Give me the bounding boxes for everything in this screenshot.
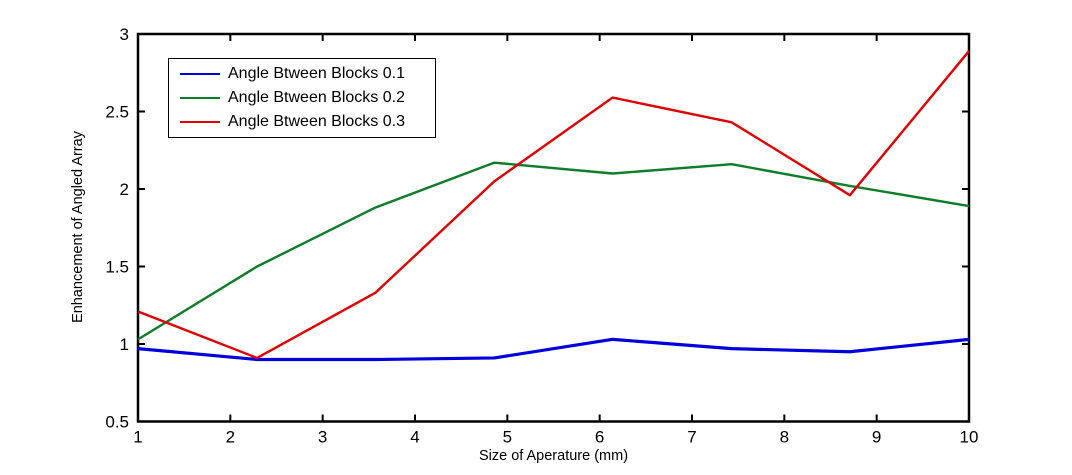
x-tick-label: 10 (960, 428, 979, 447)
legend-line-sample-green (180, 97, 220, 99)
x-axis-label: Size of Aperature (mm) (478, 448, 629, 464)
axis-box (136, 32, 971, 423)
x-tick-label: 6 (595, 428, 604, 447)
y-tick-label: 1 (120, 335, 129, 354)
series-line-2 (137, 50, 970, 360)
legend-label: Angle Btween Blocks 0.2 (228, 89, 405, 106)
y-tick-label: 3 (120, 25, 129, 44)
legend-label: Angle Btween Blocks 0.3 (228, 113, 405, 130)
y-tick-label: 2 (120, 180, 129, 199)
series-line-0 (137, 337, 970, 362)
legend-item: Angle Btween Blocks 0.2 (169, 86, 435, 110)
x-tick-label: 8 (780, 428, 789, 447)
legend-line-sample-red (180, 121, 220, 123)
legend-line-sample-blue (180, 73, 220, 75)
legend-item: Angle Btween Blocks 0.1 (169, 62, 435, 86)
legend-item: Angle Btween Blocks 0.3 (169, 110, 435, 134)
y-axis-label: Enhancement of Angled Array (70, 131, 86, 323)
x-tick-label: 1 (133, 428, 142, 447)
x-tick-label: 4 (410, 428, 419, 447)
x-tick-label: 7 (687, 428, 696, 447)
legend: Angle Btween Blocks 0.1 Angle Btween Blo… (168, 58, 436, 138)
y-tick-label: 0.5 (105, 413, 129, 432)
series-line-1 (137, 161, 970, 341)
x-tick-label: 3 (318, 428, 327, 447)
x-tick-label: 9 (872, 428, 881, 447)
y-tick-label: 1.5 (105, 258, 129, 277)
legend-label: Angle Btween Blocks 0.1 (228, 65, 405, 82)
y-tick-label: 2.5 (105, 103, 129, 122)
x-tick-label: 5 (503, 428, 512, 447)
x-tick-label: 2 (226, 428, 235, 447)
